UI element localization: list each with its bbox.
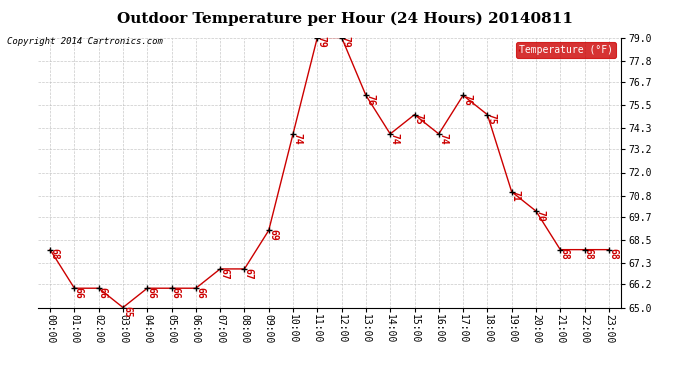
Text: 66: 66 bbox=[98, 287, 108, 298]
Text: 67: 67 bbox=[219, 267, 229, 279]
Text: 74: 74 bbox=[438, 132, 448, 144]
Text: 69: 69 bbox=[268, 229, 278, 241]
Text: Copyright 2014 Cartronics.com: Copyright 2014 Cartronics.com bbox=[7, 38, 163, 46]
Text: 75: 75 bbox=[486, 113, 497, 125]
Text: 76: 76 bbox=[462, 94, 472, 106]
Text: 71: 71 bbox=[511, 190, 521, 202]
Text: 75: 75 bbox=[414, 113, 424, 125]
Text: 74: 74 bbox=[292, 132, 302, 144]
Text: 70: 70 bbox=[535, 210, 545, 221]
Text: 79: 79 bbox=[341, 36, 351, 48]
Text: 66: 66 bbox=[74, 287, 83, 298]
Text: 68: 68 bbox=[608, 248, 618, 260]
Text: 74: 74 bbox=[389, 132, 400, 144]
Text: 68: 68 bbox=[560, 248, 569, 260]
Text: 67: 67 bbox=[244, 267, 254, 279]
Text: 66: 66 bbox=[146, 287, 157, 298]
Text: 79: 79 bbox=[317, 36, 326, 48]
Text: 66: 66 bbox=[195, 287, 205, 298]
Text: 76: 76 bbox=[365, 94, 375, 106]
Text: 65: 65 bbox=[122, 306, 132, 318]
Legend: Temperature (°F): Temperature (°F) bbox=[516, 42, 616, 58]
Text: 68: 68 bbox=[584, 248, 593, 260]
Text: Outdoor Temperature per Hour (24 Hours) 20140811: Outdoor Temperature per Hour (24 Hours) … bbox=[117, 11, 573, 26]
Text: 66: 66 bbox=[170, 287, 181, 298]
Text: 68: 68 bbox=[49, 248, 59, 260]
